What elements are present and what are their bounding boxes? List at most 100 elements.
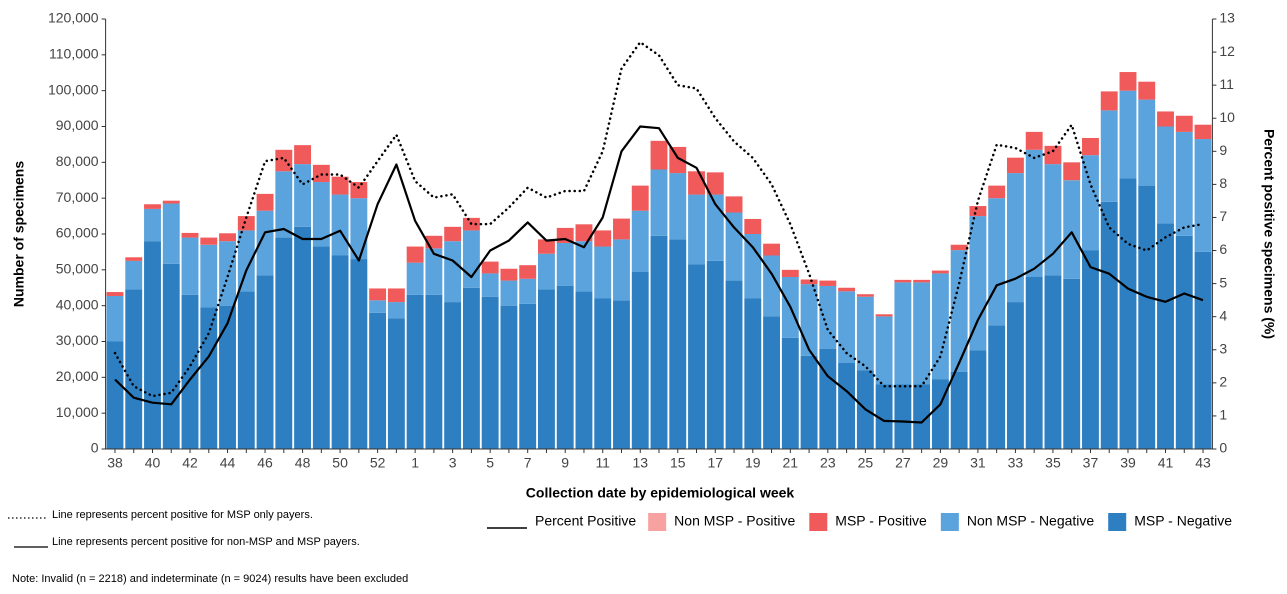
- bar-segment: [1006, 173, 1024, 303]
- x-tick-label: 44: [220, 455, 236, 471]
- bar-segment: [856, 294, 874, 297]
- bar-segment: [725, 212, 743, 281]
- bar-segment: [425, 294, 443, 449]
- bar-segment: [1100, 201, 1118, 449]
- bar-segment: [1082, 137, 1099, 156]
- bar-segment: [481, 273, 499, 297]
- bar-segment: [800, 279, 818, 285]
- bar-segment: [875, 384, 893, 449]
- bar-segment: [387, 288, 405, 303]
- bar-segment: [669, 239, 687, 449]
- bar-segment: [162, 200, 180, 204]
- y-tick-label: 100,000: [48, 81, 99, 97]
- legend-label: MSP - Negative: [1134, 513, 1232, 529]
- bar-segment: [331, 176, 349, 195]
- y-tick-label: 10,000: [56, 404, 99, 420]
- legend-swatch: [809, 513, 828, 531]
- note: Line represents percent positive for non…: [52, 536, 360, 548]
- x-tick-label: 23: [820, 455, 836, 471]
- bar-segment: [444, 302, 462, 449]
- x-tick-label: 40: [145, 455, 161, 471]
- bar-segment: [387, 302, 405, 319]
- y2-tick-label: 7: [1219, 208, 1227, 224]
- bar-segment: [819, 285, 837, 349]
- bar-segment: [387, 318, 405, 449]
- bar-segment: [950, 244, 968, 251]
- bar-segment: [406, 294, 424, 449]
- y-tick-label: 0: [91, 440, 99, 456]
- x-tick-label: 48: [295, 455, 311, 471]
- bar-segment: [650, 140, 668, 170]
- y2-tick-label: 13: [1219, 10, 1235, 26]
- bar-segment: [350, 198, 368, 260]
- bar-segment: [913, 279, 931, 283]
- bar-segment: [1138, 99, 1156, 186]
- x-tick-label: 41: [1158, 455, 1174, 471]
- bar-segment: [931, 273, 949, 380]
- bar-segment: [650, 169, 668, 236]
- bar-segment: [425, 248, 443, 295]
- bar-segment: [181, 237, 199, 295]
- note: Note: Invalid (n = 2218) and indetermina…: [12, 573, 408, 585]
- y-tick-label: 90,000: [56, 117, 99, 133]
- bar-segment: [725, 196, 743, 213]
- x-tick-label: 25: [858, 455, 874, 471]
- y-tick-label: 40,000: [56, 296, 99, 312]
- bar-segment: [1063, 162, 1081, 181]
- bar-segment: [462, 287, 480, 449]
- bar-segment: [594, 230, 612, 247]
- y-tick-label: 70,000: [56, 189, 99, 205]
- bar-segment: [1044, 145, 1062, 165]
- bar-segment: [219, 305, 236, 449]
- bar-segment: [369, 312, 387, 449]
- bar-segment: [500, 305, 518, 449]
- bar-segment: [406, 262, 424, 295]
- bar-segment: [744, 218, 762, 234]
- bar-segment: [200, 307, 218, 449]
- y-tick-label: 110,000: [49, 46, 99, 62]
- legend-label: Percent Positive: [535, 513, 636, 529]
- bar-segment: [838, 291, 856, 363]
- bar-segment: [575, 224, 593, 242]
- bar-segment: [706, 172, 724, 195]
- bar-segment: [706, 260, 724, 449]
- x-tick-label: 27: [895, 455, 911, 471]
- bar-segment: [969, 216, 987, 351]
- y2-tick-label: 5: [1219, 274, 1227, 290]
- bar-segment: [688, 194, 705, 265]
- bar-segment: [1157, 126, 1174, 224]
- bar-segment: [631, 210, 649, 272]
- bar-segment: [144, 241, 161, 449]
- x-tick-label: 15: [670, 455, 686, 471]
- y2-tick-label: 10: [1219, 109, 1235, 125]
- bar-segment: [1157, 223, 1174, 449]
- y-tick-label: 20,000: [56, 368, 99, 384]
- bar-segment: [1100, 91, 1118, 111]
- bar-segment: [144, 208, 161, 242]
- bar-segment: [481, 296, 499, 449]
- bar-segment: [688, 264, 705, 449]
- bar-segment: [1194, 124, 1212, 140]
- bar-segment: [312, 182, 330, 247]
- bar-segment: [106, 341, 124, 449]
- x-tick-label: 21: [783, 455, 799, 471]
- x-tick-label: 38: [107, 455, 123, 471]
- bar-segment: [688, 171, 705, 195]
- x-tick-label: 33: [1008, 455, 1024, 471]
- bar-segment: [594, 246, 612, 299]
- bar-segment: [106, 292, 124, 296]
- x-tick-label: 3: [449, 455, 457, 471]
- bar-segment: [669, 173, 687, 240]
- bar-segment: [1138, 185, 1156, 449]
- bar-segment: [763, 255, 780, 317]
- bar-segment: [350, 182, 368, 199]
- x-tick-label: 31: [970, 455, 986, 471]
- bar-segment: [894, 279, 912, 283]
- bar-segment: [1044, 275, 1062, 449]
- bar-segment: [1175, 235, 1193, 449]
- bar-segment: [1025, 277, 1043, 449]
- legend-label: MSP - Positive: [835, 513, 927, 529]
- x-tick-label: 35: [1045, 455, 1061, 471]
- bar-segment: [556, 285, 574, 449]
